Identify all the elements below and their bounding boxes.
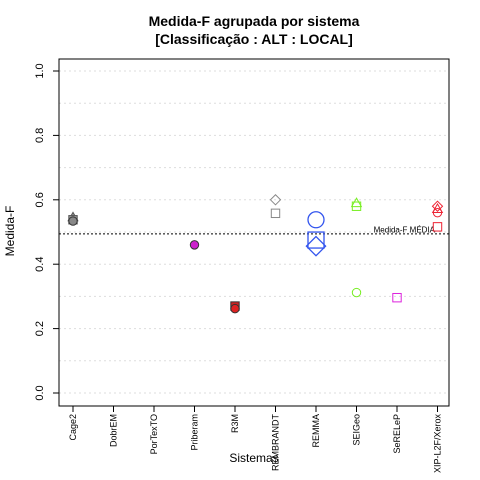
data-point [307, 211, 325, 229]
data-point [68, 216, 78, 226]
data-point [307, 231, 325, 249]
points-layer [67, 194, 444, 314]
data-point [351, 287, 362, 298]
plot-frame [58, 58, 450, 407]
y-tick-label: 0.8 [34, 128, 46, 143]
x-tick-label: Priberam [190, 414, 200, 451]
average-reference-label: Medida-F MÉDIA [374, 225, 436, 234]
chart-subtitle: [Classificação : ALT : LOCAL] [155, 31, 353, 47]
data-point [431, 202, 444, 213]
x-tick-label: XIP-L2F/Xerox [433, 414, 443, 474]
chart-title: Medida-F agrupada por sistema [149, 13, 360, 29]
y-tick-label: 0.4 [34, 257, 46, 272]
data-point [392, 292, 402, 303]
data-point [351, 201, 362, 211]
x-tick-label: SeRELeP [392, 414, 402, 454]
x-tick-label: REMMA [311, 414, 321, 448]
data-point [305, 235, 327, 257]
y-axis-title: Medida-F [3, 206, 17, 257]
data-point [431, 200, 444, 212]
grid-layer [59, 70, 449, 394]
y-tick-label: 1.0 [34, 63, 46, 78]
x-tick-label: REMBRANDT [271, 414, 281, 472]
x-tick-label: Cage2 [68, 414, 78, 441]
x-tick-label: DobrEM [109, 414, 119, 447]
y-tick-label: 0.2 [34, 321, 46, 336]
data-point [230, 303, 240, 314]
axis-layer: 0.0 0.2 0.4 0.6 0.8 1.0 Cage2 DobrEM PorTexTO Pri… [34, 63, 443, 473]
data-point [270, 208, 281, 219]
x-tick-label: R3M [230, 414, 240, 433]
y-tick-label: 0.6 [34, 192, 46, 207]
data-point [269, 194, 282, 206]
y-tick-label: 0.0 [34, 385, 46, 400]
x-tick-label: SEIGeo [352, 414, 362, 446]
data-point [189, 240, 200, 250]
x-tick-label: PorTexTO [149, 414, 159, 454]
x-axis-title: Sistemas [229, 451, 278, 465]
data-point [432, 207, 443, 218]
data-point [432, 222, 443, 232]
